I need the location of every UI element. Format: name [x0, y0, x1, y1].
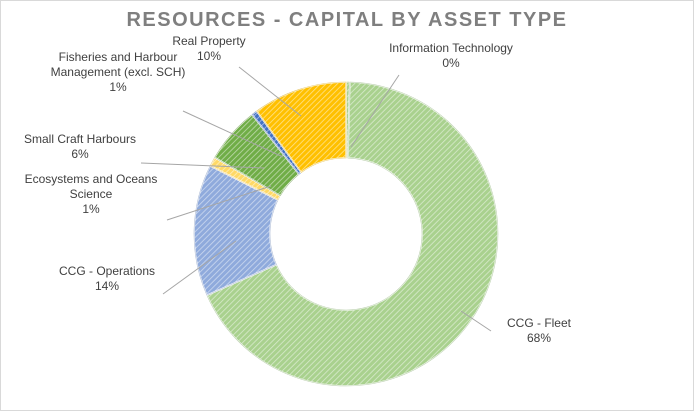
- leader-line-fhm: [182, 110, 284, 158]
- data-label-name-it: Information Technology: [389, 41, 513, 55]
- leader-line-fleet: [460, 310, 492, 332]
- slice-outline-rp: [256, 81, 347, 173]
- data-label-name-fhm: Management (excl. SCH): [51, 65, 186, 79]
- data-label-fhm: Fisheries and Harbour Management (excl. S…: [51, 50, 186, 94]
- data-label-name-ops: CCG - Operations: [59, 264, 155, 278]
- data-label-fleet: CCG - Fleet 68%: [507, 316, 572, 345]
- data-label-pct-it: 0%: [442, 56, 460, 70]
- data-label-sch: Small Craft Harbours 6%: [24, 132, 136, 161]
- data-label-name-eco: Science: [70, 187, 113, 201]
- data-label-name-sch: Small Craft Harbours: [24, 132, 136, 146]
- leader-line-it: [350, 74, 400, 148]
- labels-group: Information Technology 0%CCG - Fleet 68%CC…: [24, 34, 572, 345]
- data-label-pct-rp: 10%: [197, 49, 221, 63]
- leader-line-sch: [140, 162, 265, 169]
- leader-lines-group: [140, 66, 492, 332]
- leader-line-ops: [162, 240, 237, 295]
- data-label-name-rp: Real Property: [172, 34, 245, 48]
- slices-group: [193, 81, 499, 387]
- slice-outline-fleet: [206, 81, 499, 387]
- leader-line-rp: [238, 66, 302, 117]
- data-label-pct-sch: 6%: [71, 147, 89, 161]
- data-label-pct-ops: 14%: [95, 279, 119, 293]
- chart-title: RESOURCES - CAPITAL BY ASSET TYPE: [126, 9, 568, 31]
- data-label-name-eco: Ecosystems and Oceans: [25, 172, 158, 186]
- data-label-ops: CCG - Operations 14%: [59, 264, 155, 293]
- data-label-name-fhm: Fisheries and Harbour: [59, 50, 178, 64]
- data-label-pct-fleet: 68%: [527, 331, 551, 345]
- data-label-rp: Real Property 10%: [172, 34, 245, 63]
- data-label-it: Information Technology 0%: [389, 41, 513, 70]
- data-label-pct-fhm: 1%: [109, 80, 127, 94]
- data-label-eco: Ecosystems and Oceans Science 1%: [25, 172, 158, 216]
- data-label-name-fleet: CCG - Fleet: [507, 316, 572, 330]
- leader-line-eco: [166, 185, 272, 221]
- data-label-pct-eco: 1%: [82, 202, 100, 216]
